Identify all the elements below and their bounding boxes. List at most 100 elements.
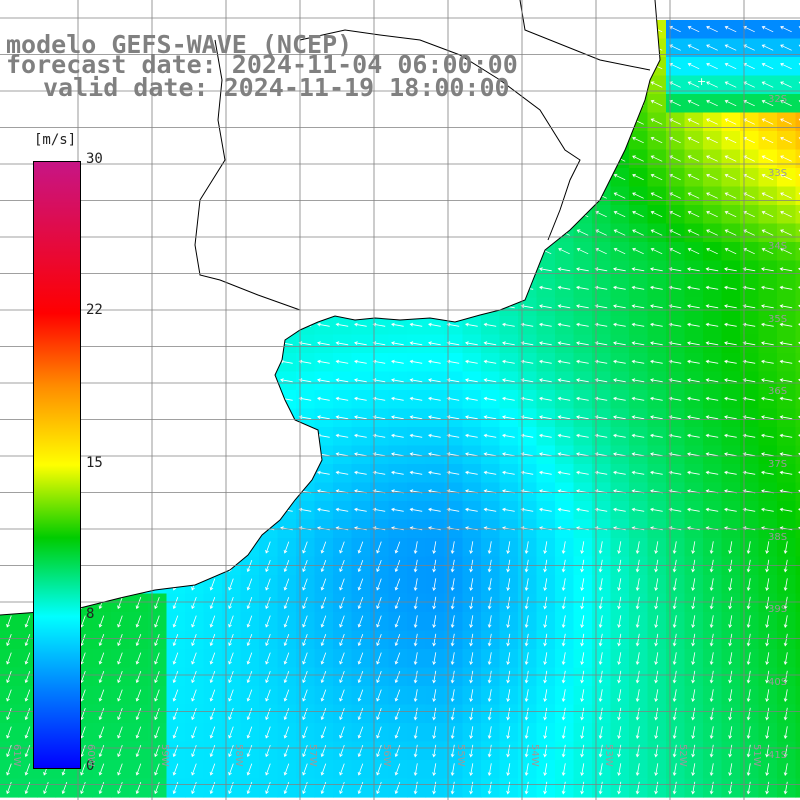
wind-arrow	[117, 652, 123, 665]
wind-arrow	[524, 763, 529, 776]
wind-arrow	[209, 763, 216, 776]
wind-arrow	[469, 707, 474, 721]
wind-arrow	[98, 781, 105, 795]
wind-arrow	[98, 689, 105, 702]
wind-arrow	[265, 781, 271, 795]
wind-arrow	[339, 578, 345, 591]
wind-arrow	[376, 578, 382, 591]
wind-arrow	[409, 322, 423, 327]
wind-arrow	[335, 507, 349, 512]
wind-arrow	[761, 81, 774, 88]
wind-arrow	[783, 781, 788, 795]
speed-cell	[795, 75, 800, 95]
wind-arrow	[779, 396, 793, 401]
wind-arrow	[228, 744, 234, 758]
wind-arrow	[635, 578, 640, 591]
wind-arrow	[594, 415, 608, 420]
wind-arrow	[172, 707, 179, 721]
wind-arrow	[357, 596, 364, 610]
wind-arrow	[391, 470, 404, 475]
wind-arrow	[761, 267, 774, 272]
wind-arrow	[654, 578, 659, 591]
wind-arrow	[469, 652, 474, 665]
wind-arrow	[446, 415, 460, 420]
colorbar-tick-22: 22	[86, 302, 103, 318]
wind-arrow	[761, 396, 774, 401]
wind-arrow	[783, 578, 788, 591]
wind-arrow	[539, 304, 552, 309]
wind-arrow	[154, 633, 160, 647]
wind-arrow	[539, 341, 552, 346]
wind-arrow	[613, 322, 626, 327]
wind-arrow	[798, 360, 800, 363]
speed-cell	[795, 408, 800, 428]
wind-arrow	[691, 541, 696, 554]
wind-arrow	[135, 726, 142, 739]
wind-arrow	[117, 707, 123, 721]
wind-arrow	[561, 541, 566, 554]
wind-arrow	[594, 470, 608, 475]
wind-arrow	[265, 670, 271, 684]
wind-arrow	[709, 689, 714, 702]
wind-arrow	[335, 396, 349, 401]
wind-arrow	[506, 689, 511, 702]
wind-arrow	[724, 99, 737, 107]
wind-arrow	[783, 633, 788, 647]
wind-arrow	[783, 541, 788, 554]
wind-arrow	[335, 359, 349, 364]
wind-arrow	[483, 415, 497, 420]
wind-arrow	[687, 173, 700, 181]
wind-arrow	[320, 670, 327, 684]
title-model: modelo GEFS-WAVE (NCEP)	[6, 30, 353, 59]
wind-arrow	[298, 396, 312, 401]
wind-arrow	[672, 670, 677, 684]
wind-arrow	[339, 744, 345, 758]
speed-cell	[795, 149, 800, 169]
wind-arrow	[724, 396, 737, 401]
wind-arrow	[561, 744, 566, 758]
wind-arrow	[6, 670, 12, 684]
wind-arrow	[672, 744, 677, 758]
wind-arrow	[576, 433, 589, 438]
wind-arrow	[487, 707, 492, 721]
wind-arrow	[298, 378, 312, 383]
wind-arrow	[465, 378, 478, 383]
wind-arrow	[543, 707, 548, 721]
wind-arrow	[394, 781, 401, 795]
wind-arrow	[765, 707, 770, 721]
wind-arrow	[724, 285, 737, 290]
wind-arrow	[191, 744, 197, 758]
wind-arrow	[742, 470, 756, 475]
wind-arrow	[654, 633, 659, 647]
wind-arrow	[283, 744, 290, 758]
wind-arrow	[798, 286, 800, 289]
wind-arrow	[561, 763, 566, 776]
wind-arrow	[798, 248, 800, 251]
wind-arrow	[524, 689, 529, 702]
wind-arrow	[635, 633, 640, 647]
wind-arrow	[320, 652, 327, 665]
wind-arrow	[687, 507, 700, 512]
wind-arrow	[687, 359, 700, 364]
wind-arrow	[543, 633, 548, 647]
wind-arrow	[317, 378, 330, 383]
wind-arrow	[298, 415, 312, 420]
wind-arrow	[487, 763, 492, 776]
wind-arrow	[469, 744, 474, 758]
wind-arrow	[613, 378, 626, 383]
wind-arrow	[632, 247, 644, 255]
wind-arrow	[24, 633, 31, 647]
wind-arrow	[724, 62, 737, 70]
wind-arrow	[339, 763, 345, 776]
wind-arrow	[580, 633, 585, 647]
wind-arrow	[98, 633, 105, 647]
wind-arrow	[191, 652, 197, 665]
wind-arrow	[724, 136, 737, 144]
wind-arrow	[742, 267, 756, 272]
wind-arrow	[228, 689, 234, 702]
wind-arrow	[632, 210, 644, 218]
wind-arrow	[798, 526, 800, 530]
wind-arrow	[650, 341, 663, 346]
wind-arrow	[780, 62, 792, 70]
wind-arrow	[209, 670, 216, 684]
